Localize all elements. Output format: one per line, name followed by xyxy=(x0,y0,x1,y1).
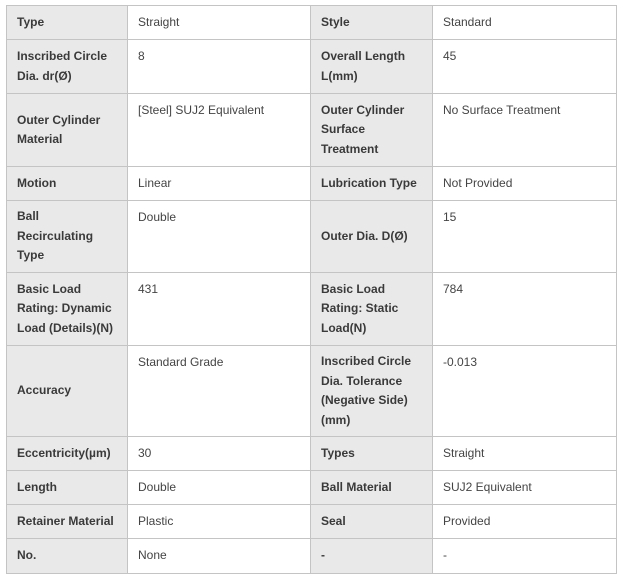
spec-value: Straight xyxy=(432,436,617,471)
spec-value: Plastic xyxy=(127,504,311,539)
spec-value: 784 xyxy=(432,272,617,346)
spec-value: -0.013 xyxy=(432,345,617,437)
spec-value: 8 xyxy=(127,39,311,94)
spec-row: Basic Load Rating: Dynamic Load (Details… xyxy=(6,272,617,346)
spec-row: No. None - - xyxy=(6,538,617,574)
spec-value: Not Provided xyxy=(432,166,617,201)
spec-value: SUJ2 Equivalent xyxy=(432,470,617,505)
spec-label: Accuracy xyxy=(6,345,128,437)
spec-label: Motion xyxy=(6,166,128,201)
spec-label: Length xyxy=(6,470,128,505)
spec-label: Types xyxy=(310,436,433,471)
spec-label: Seal xyxy=(310,504,433,539)
spec-label: Basic Load Rating: Dynamic Load (Details… xyxy=(6,272,128,346)
spec-row: Accuracy Standard Grade Inscribed Circle D… xyxy=(6,345,617,437)
spec-value: - xyxy=(432,538,617,574)
spec-label: Eccentricity(µm) xyxy=(6,436,128,471)
spec-label: Inscribed Circle Dia. Tolerance (Negativ… xyxy=(310,345,433,437)
spec-label: Retainer Material xyxy=(6,504,128,539)
spec-row: Motion Linear Lubrication Type Not Provided xyxy=(6,166,617,201)
spec-value: Provided xyxy=(432,504,617,539)
spec-label: Outer Dia. D(Ø) xyxy=(310,200,433,273)
spec-value: 45 xyxy=(432,39,617,94)
spec-label: Type xyxy=(6,5,128,40)
spec-row: Eccentricity(µm) 30 Types Straight xyxy=(6,436,617,471)
spec-label: Outer Cylinder Material xyxy=(6,93,128,167)
spec-value: Standard Grade xyxy=(127,345,311,437)
spec-row: Ball Recirculating Type Double Outer Dia. … xyxy=(6,200,617,273)
spec-label: Lubrication Type xyxy=(310,166,433,201)
spec-row: Inscribed Circle Dia. dr(Ø) 8 Overall Leng… xyxy=(6,39,617,94)
spec-value: 15 xyxy=(432,200,617,273)
spec-row: Retainer Material Plastic Seal Provided xyxy=(6,504,617,539)
spec-value: No Surface Treatment xyxy=(432,93,617,167)
spec-label: Style xyxy=(310,5,433,40)
spec-label: - xyxy=(310,538,433,574)
spec-label: No. xyxy=(6,538,128,574)
spec-row: Type Straight Style Standard xyxy=(6,5,617,40)
spec-label: Ball Material xyxy=(310,470,433,505)
spec-value: [Steel] SUJ2 Equivalent xyxy=(127,93,311,167)
spec-value: Linear xyxy=(127,166,311,201)
spec-value: None xyxy=(127,538,311,574)
spec-value: Double xyxy=(127,200,311,273)
spec-value: 30 xyxy=(127,436,311,471)
spec-label: Inscribed Circle Dia. dr(Ø) xyxy=(6,39,128,94)
spec-label: Outer Cylinder Surface Treatment xyxy=(310,93,433,167)
spec-label: Overall Length L(mm) xyxy=(310,39,433,94)
spec-value: Standard xyxy=(432,5,617,40)
spec-value: Straight xyxy=(127,5,311,40)
spec-value: Double xyxy=(127,470,311,505)
spec-row: Length Double Ball Material SUJ2 Equivalent xyxy=(6,470,617,505)
spec-value: 431 xyxy=(127,272,311,346)
spec-row: Outer Cylinder Material [Steel] SUJ2 Equi… xyxy=(6,93,617,167)
spec-label: Ball Recirculating Type xyxy=(6,200,128,273)
spec-table: Type Straight Style Standard Inscribed Circl… xyxy=(6,5,617,574)
spec-label: Basic Load Rating: Static Load(N) xyxy=(310,272,433,346)
